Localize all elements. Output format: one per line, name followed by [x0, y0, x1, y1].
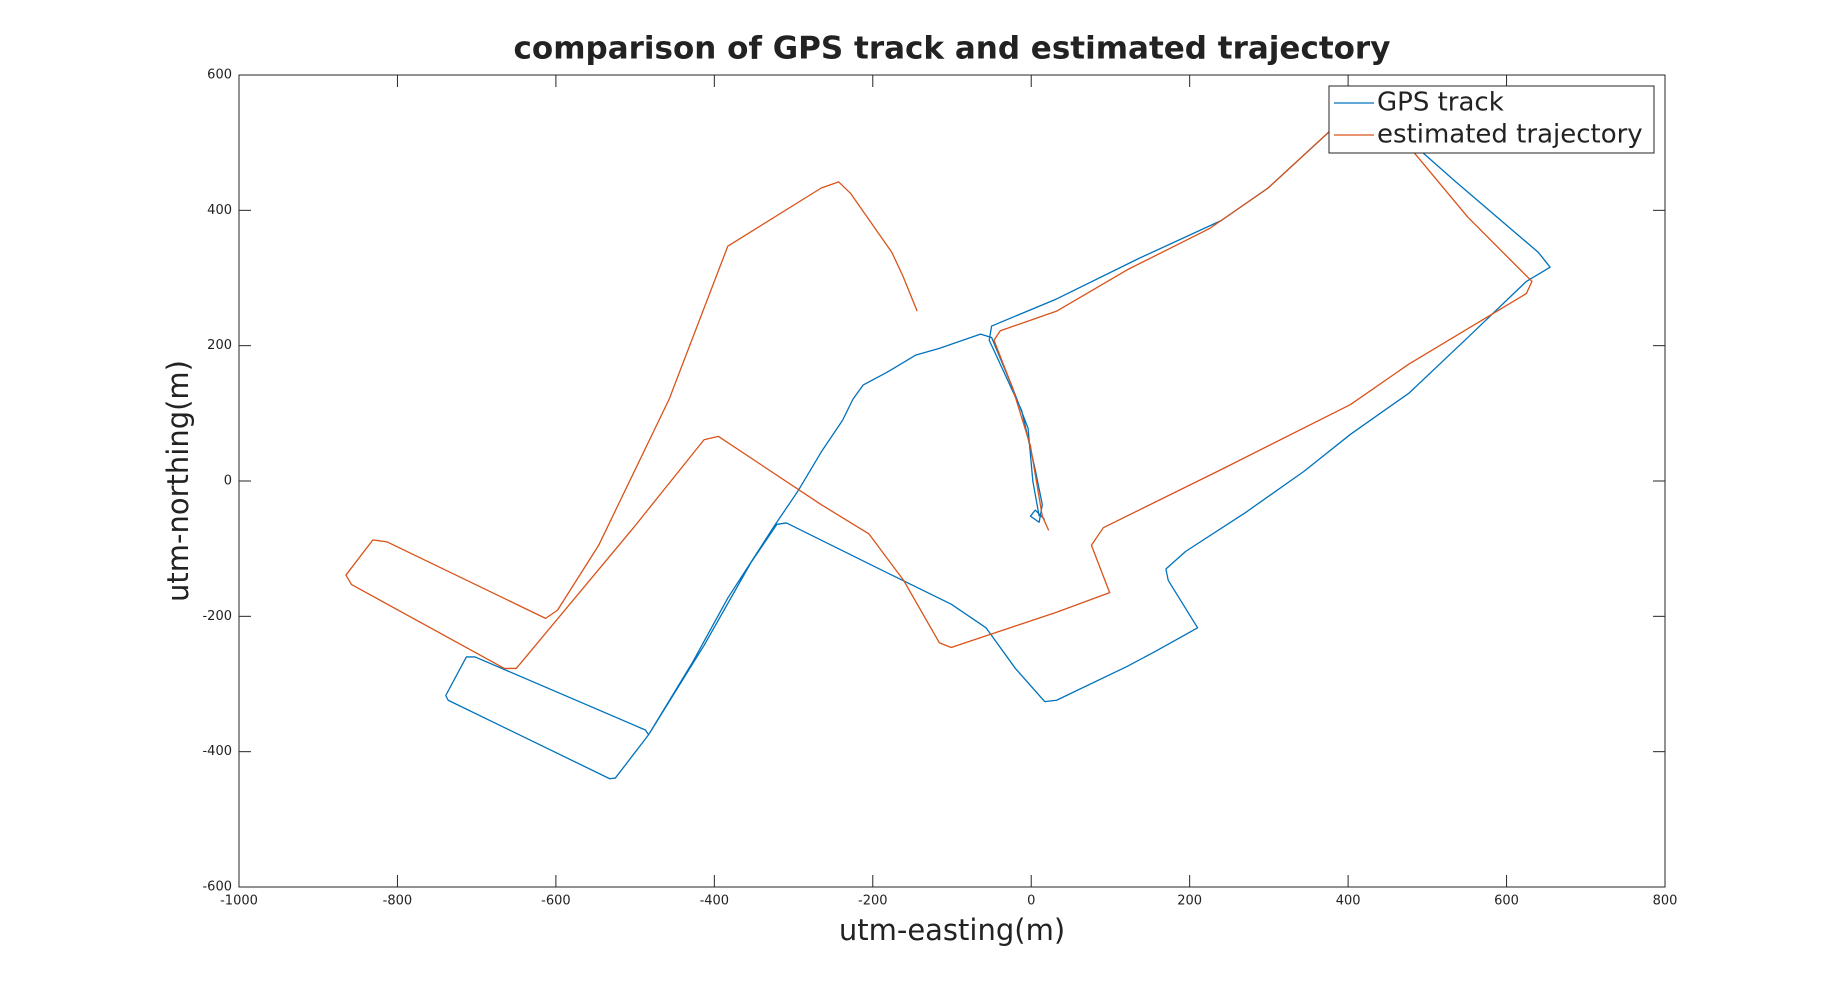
y-tick-label: -200: [202, 609, 232, 624]
legend-label: GPS track: [1377, 88, 1504, 118]
x-tick-label: -600: [541, 894, 571, 909]
x-tick-label: 600: [1494, 894, 1519, 909]
x-tick-label: -1000: [220, 894, 258, 909]
y-tick-label: 0: [224, 474, 232, 489]
legend-box: [1328, 85, 1655, 154]
y-tick-label: 200: [207, 338, 232, 353]
x-tick-label: -400: [700, 894, 730, 909]
y-tick-label: 400: [207, 203, 232, 218]
x-tick-label: -200: [858, 894, 888, 909]
y-tick-label: 600: [207, 68, 232, 83]
x-tick-label: 0: [1027, 894, 1035, 909]
legend-label: estimated trajectory: [1377, 120, 1643, 150]
x-tick-label: 800: [1653, 894, 1678, 909]
x-axis-label: utm-easting(m): [839, 913, 1065, 947]
x-tick-label: 400: [1336, 894, 1361, 909]
x-tick-label: -800: [383, 894, 413, 909]
x-tick-label: 200: [1177, 894, 1202, 909]
chart-title: comparison of GPS track and estimated tr…: [514, 31, 1391, 67]
trajectory-line: [445, 116, 1551, 780]
y-tick-label: -600: [202, 880, 232, 895]
y-axis-label: utm-northing(m): [161, 360, 195, 602]
trajectory-line: [345, 122, 1533, 670]
y-tick-label: -400: [202, 744, 232, 759]
